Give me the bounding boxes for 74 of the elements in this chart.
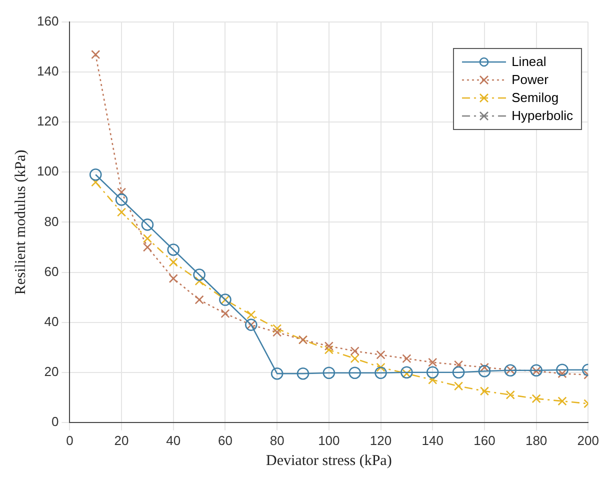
point (400, 366, 413, 378)
y-tick-label: 20 (44, 364, 59, 379)
x-tick-label: 80 (270, 432, 284, 448)
point (91, 50, 100, 60)
x-tick-label: 140 (422, 432, 444, 448)
point (480, 386, 489, 396)
y-tick-label: 80 (44, 214, 59, 229)
point (556, 364, 568, 376)
point (324, 345, 334, 354)
x-axis-title: Deviator stress (kPa) (266, 452, 392, 469)
x-tick-label: 20 (114, 432, 129, 448)
point (350, 354, 360, 364)
point (324, 342, 334, 351)
point (402, 354, 412, 364)
legend-label: Power (512, 71, 548, 89)
point (376, 350, 386, 360)
point (452, 366, 465, 378)
point (506, 390, 515, 400)
point (168, 274, 178, 284)
point (532, 366, 541, 376)
point (246, 310, 256, 320)
x-tick-label: 160 (474, 432, 496, 448)
point (142, 234, 152, 244)
x-tick-label: 40 (166, 432, 181, 448)
y-tick-label: 140 (36, 64, 59, 79)
point (478, 364, 491, 378)
point (558, 396, 567, 406)
point (115, 194, 128, 206)
point (296, 367, 310, 380)
point (376, 362, 386, 372)
point (91, 178, 100, 187)
point (141, 218, 154, 231)
point (454, 382, 464, 391)
point (117, 208, 126, 217)
point (374, 366, 387, 379)
x-tick-label: 60 (218, 432, 232, 448)
y-axis-title: Resilient modulus (kPa) (12, 150, 29, 295)
x-tick-label: 0 (66, 432, 74, 448)
point (428, 358, 438, 367)
y-tick-label: 120 (36, 114, 59, 129)
y-tick-label: 40 (44, 314, 59, 329)
point (193, 268, 206, 281)
point (117, 188, 126, 197)
point (272, 324, 282, 334)
y-tick-label: 60 (44, 264, 59, 279)
point (167, 244, 180, 256)
x-tick-label: 180 (525, 432, 548, 448)
legend-label: Semilog (512, 89, 559, 107)
y-tick-label: 100 (36, 164, 59, 179)
point (428, 375, 438, 384)
x-tick-label: 200 (577, 432, 600, 448)
point (350, 346, 360, 356)
point (89, 168, 102, 181)
point (322, 366, 336, 379)
point (142, 242, 152, 252)
point (220, 309, 230, 318)
point (194, 276, 204, 286)
point (426, 366, 439, 378)
point (402, 369, 412, 378)
point (530, 364, 542, 376)
point (270, 367, 284, 380)
y-tick-label: 0 (51, 414, 59, 429)
point (532, 394, 541, 404)
point (348, 366, 361, 379)
point (272, 328, 282, 337)
x-tick-label: 100 (318, 432, 340, 448)
point (194, 295, 204, 304)
point (168, 258, 178, 267)
y-tick-label: 160 (36, 14, 59, 29)
legend-label: Hyperbolic (512, 107, 573, 125)
point (454, 360, 464, 370)
x-tick-label: 120 (370, 432, 392, 448)
point (558, 369, 567, 378)
legend-label: Lineal (512, 53, 546, 71)
